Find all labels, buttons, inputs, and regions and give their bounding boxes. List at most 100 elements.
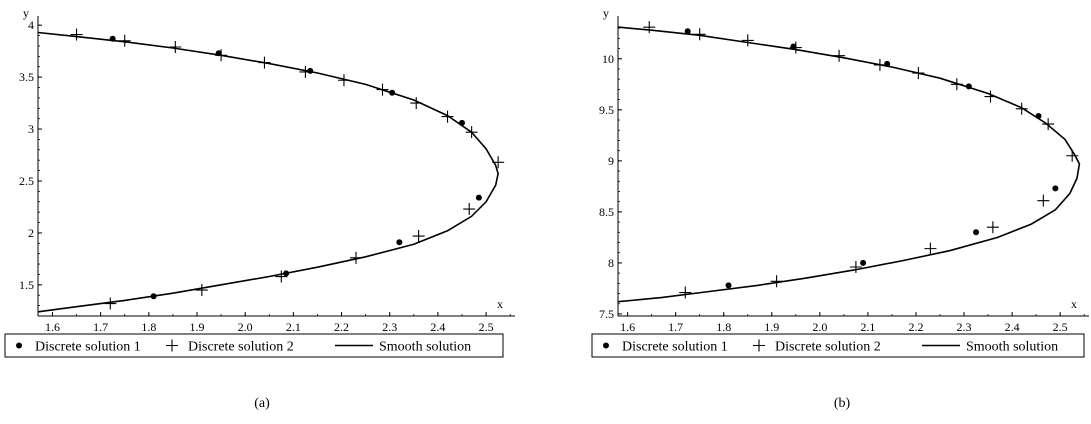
discrete-solution-2-point xyxy=(465,126,478,139)
discrete-solution-2-point xyxy=(463,203,476,216)
x-tick-label: 2.4 xyxy=(430,320,445,334)
y-tick-label: 3.5 xyxy=(19,70,34,84)
legend: Discrete solution 1 Discrete solution 2 Sm… xyxy=(4,333,504,358)
x-tick-label: 1.6 xyxy=(45,320,60,334)
discrete-solution-2-point xyxy=(873,58,886,71)
x-tick-label: 2.2 xyxy=(908,320,923,334)
discrete-solution-2-point xyxy=(984,90,997,103)
legend-label: Discrete solution 2 xyxy=(188,340,294,355)
discrete-solution-1-point xyxy=(860,259,867,266)
x-tick-label: 1.8 xyxy=(716,320,731,334)
x-tick-label: 2.1 xyxy=(860,320,875,334)
legend-dot-marker xyxy=(603,342,609,349)
discrete-solution-2-point xyxy=(1042,118,1055,131)
discrete-solution-2-point xyxy=(492,156,505,169)
y-tick-label: 2 xyxy=(28,226,34,240)
y-tick-label: 3 xyxy=(28,122,34,136)
x-tick-label: 2.2 xyxy=(334,320,349,334)
discrete-solution-1-point xyxy=(396,239,403,246)
discrete-solution-2-point xyxy=(195,284,208,297)
discrete-solution-2-point xyxy=(104,297,117,310)
panel-caption: (a) xyxy=(254,396,270,411)
discrete-solution-2-point xyxy=(412,230,425,243)
discrete-solution-1-point xyxy=(725,282,732,289)
discrete-solution-1-point xyxy=(215,50,222,57)
discrete-solution-1-point xyxy=(1052,185,1059,192)
legend-label: Smooth solution xyxy=(966,340,1058,355)
discrete-solution-2-point xyxy=(770,275,783,288)
discrete-solution-1-point xyxy=(965,83,972,90)
y-tick-label: 9.5 xyxy=(599,103,614,117)
y-tick-label: 1.5 xyxy=(19,278,34,292)
discrete-solution-2-point xyxy=(169,41,182,54)
x-axis-label: x xyxy=(497,297,503,311)
discrete-solution-2-point xyxy=(950,78,963,91)
x-tick-label: 1.7 xyxy=(668,320,683,334)
x-axis-label: x xyxy=(1071,297,1077,311)
legend-box xyxy=(4,333,504,358)
discrete-solution-2-point xyxy=(912,67,925,80)
discrete-solution-2-point xyxy=(376,83,389,96)
discrete-solution-1-point xyxy=(1035,112,1042,119)
smooth-solution-curve xyxy=(617,26,1081,303)
legend-label: Discrete solution 1 xyxy=(35,340,141,355)
discrete-solution-2-point xyxy=(215,49,228,62)
x-tick-label: 2.3 xyxy=(957,320,972,334)
discrete-solution-2-point xyxy=(693,28,706,41)
discrete-solution-1-point xyxy=(475,194,482,201)
legend-label: Discrete solution 2 xyxy=(775,340,881,355)
x-tick-label: 2.1 xyxy=(286,320,301,334)
legend-plus-marker xyxy=(166,339,178,352)
discrete-solution-2-point xyxy=(924,242,937,255)
discrete-solution-2-point xyxy=(789,41,802,54)
discrete-solution-1-point xyxy=(307,67,314,74)
x-tick-label: 1.6 xyxy=(620,320,635,334)
y-tick-label: 2.5 xyxy=(19,174,34,188)
x-tick-label: 2.4 xyxy=(1005,320,1020,334)
legend-box xyxy=(591,333,1085,358)
discrete-solution-2-point xyxy=(275,270,288,283)
x-tick-label: 2.5 xyxy=(479,320,494,334)
discrete-solution-1-point xyxy=(973,229,980,236)
smooth-solution-curve xyxy=(37,31,499,313)
discrete-solution-1-point xyxy=(150,293,157,300)
y-tick-label: 4 xyxy=(28,18,34,32)
x-tick-label: 1.7 xyxy=(93,320,108,334)
panel-caption: (b) xyxy=(834,396,851,411)
legend-label: Discrete solution 1 xyxy=(622,340,728,355)
discrete-solution-2-point xyxy=(679,286,692,299)
x-tick-label: 2.3 xyxy=(382,320,397,334)
discrete-solution-2-point xyxy=(849,261,862,274)
discrete-solution-2-point xyxy=(441,110,454,123)
discrete-solution-2-point xyxy=(70,28,83,41)
legend-plus-marker xyxy=(753,339,765,352)
legend-label: Smooth solution xyxy=(379,340,471,355)
discrete-solution-1-point xyxy=(459,119,465,126)
discrete-solution-2-point xyxy=(1037,194,1050,207)
discrete-solution-1-point xyxy=(389,89,396,96)
chart-panel-2: 1.6 1.7 1.8 1.9 2.0 2.1 2.2 2.3 2.4 2.5 7.5 8 8.5 9 9.… xyxy=(591,6,1089,411)
y-tick-label: 8 xyxy=(608,256,614,270)
discrete-solution-2-point xyxy=(643,21,656,34)
x-tick-label: 2.0 xyxy=(238,320,253,334)
discrete-solution-2-point xyxy=(258,56,271,69)
legend: Discrete solution 1 Discrete solution 2 Sm… xyxy=(591,333,1085,358)
x-tick-label: 1.9 xyxy=(190,320,205,334)
discrete-solution-2-point xyxy=(741,34,754,47)
discrete-solution-2-point xyxy=(1066,149,1079,162)
y-tick-label: 10 xyxy=(602,52,614,66)
discrete-solution-2-point xyxy=(1015,102,1028,115)
discrete-solution-2-point xyxy=(337,74,350,87)
chart-panel-1: 1.6 1.7 1.8 1.9 2.0 2.1 2.2 2.3 2.4 2.5 1.5 2 2.5 3 3.… xyxy=(4,6,515,411)
discrete-solution-1-point xyxy=(283,270,290,277)
discrete-solution-2-point xyxy=(833,49,846,62)
discrete-solution-2-point xyxy=(410,97,423,110)
discrete-solution-2-point xyxy=(350,251,362,264)
y-axis-label: y xyxy=(603,6,609,20)
discrete-solution-2-point xyxy=(986,221,999,234)
discrete-solution-1-point xyxy=(884,60,891,67)
x-tick-label: 2.0 xyxy=(812,320,827,334)
x-tick-label: 1.8 xyxy=(141,320,156,334)
y-tick-label: 8.5 xyxy=(599,205,614,219)
